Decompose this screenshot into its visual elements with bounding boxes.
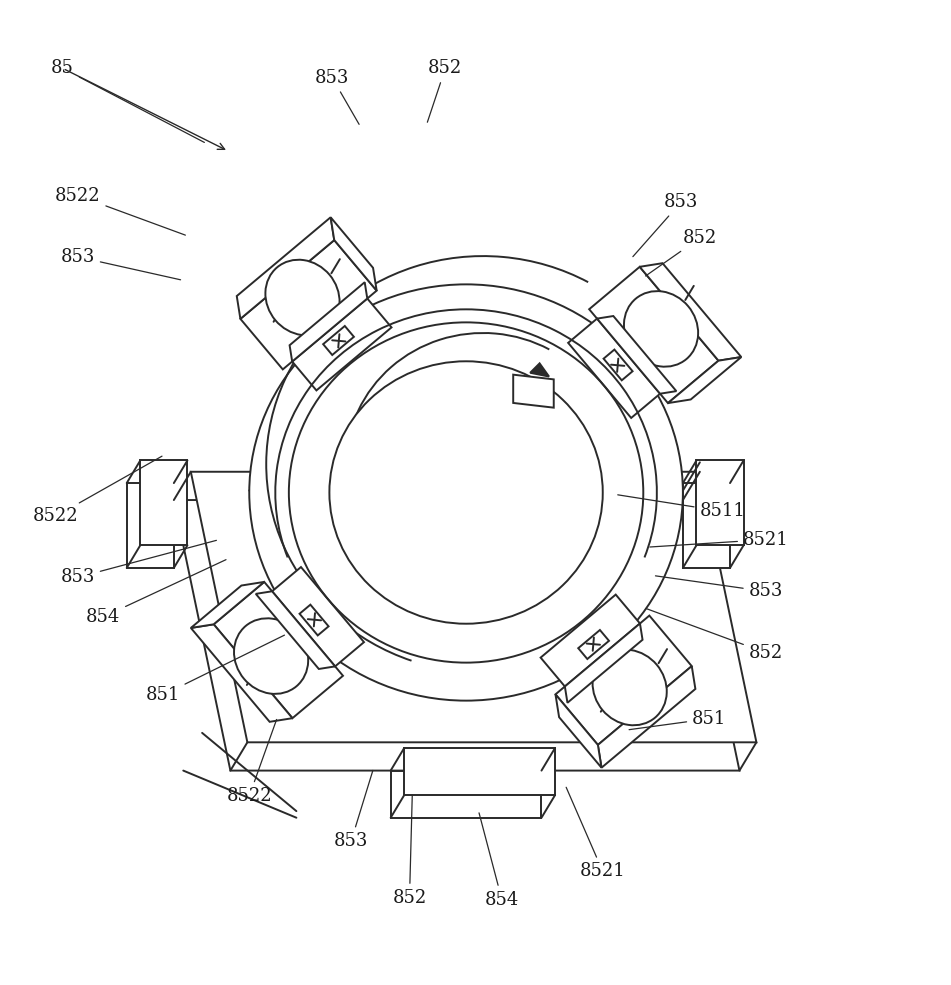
- Text: 852: 852: [646, 609, 783, 662]
- Polygon shape: [530, 363, 549, 376]
- Polygon shape: [331, 218, 377, 291]
- Polygon shape: [290, 283, 367, 361]
- Text: 854: 854: [86, 559, 226, 625]
- Polygon shape: [214, 582, 343, 718]
- Polygon shape: [174, 500, 740, 770]
- Polygon shape: [272, 567, 364, 667]
- Polygon shape: [191, 624, 292, 722]
- Text: 851: 851: [146, 635, 284, 704]
- Text: 8521: 8521: [650, 531, 788, 549]
- Polygon shape: [300, 605, 329, 635]
- Polygon shape: [568, 318, 660, 418]
- Polygon shape: [590, 267, 719, 403]
- Polygon shape: [540, 595, 640, 687]
- Text: 853: 853: [632, 193, 698, 257]
- Text: 853: 853: [655, 576, 783, 601]
- Text: 8522: 8522: [33, 456, 162, 525]
- Polygon shape: [404, 748, 555, 795]
- Polygon shape: [555, 616, 691, 745]
- Ellipse shape: [265, 260, 340, 335]
- Ellipse shape: [624, 292, 698, 366]
- Text: 85: 85: [51, 59, 204, 143]
- Ellipse shape: [249, 285, 683, 700]
- Text: 8511: 8511: [618, 494, 746, 520]
- Text: 853: 853: [334, 770, 373, 850]
- Polygon shape: [598, 666, 695, 767]
- Polygon shape: [555, 694, 602, 767]
- Polygon shape: [256, 591, 335, 669]
- Ellipse shape: [592, 650, 667, 725]
- Text: 853: 853: [61, 248, 181, 280]
- Polygon shape: [514, 374, 553, 408]
- Polygon shape: [597, 316, 676, 394]
- Text: 854: 854: [479, 813, 519, 909]
- Polygon shape: [683, 483, 730, 568]
- Polygon shape: [604, 350, 632, 380]
- Text: 852: 852: [393, 795, 427, 907]
- Polygon shape: [292, 298, 392, 390]
- Text: 8522: 8522: [226, 719, 277, 805]
- Text: 853: 853: [315, 69, 359, 124]
- Polygon shape: [565, 624, 643, 702]
- Polygon shape: [668, 357, 741, 403]
- Polygon shape: [323, 326, 354, 355]
- Polygon shape: [141, 460, 187, 546]
- Polygon shape: [640, 263, 741, 361]
- Text: 8521: 8521: [566, 787, 626, 881]
- Polygon shape: [126, 483, 174, 568]
- Text: 8522: 8522: [55, 186, 185, 235]
- Polygon shape: [241, 240, 377, 369]
- Text: 852: 852: [427, 59, 462, 122]
- Text: 851: 851: [629, 710, 727, 730]
- Ellipse shape: [234, 619, 308, 693]
- Text: 853: 853: [61, 541, 217, 586]
- Polygon shape: [191, 582, 264, 628]
- Polygon shape: [391, 770, 541, 818]
- Polygon shape: [578, 630, 609, 659]
- Ellipse shape: [329, 361, 603, 624]
- Text: 852: 852: [646, 229, 717, 276]
- Polygon shape: [191, 472, 756, 743]
- Polygon shape: [237, 218, 334, 319]
- Polygon shape: [696, 460, 744, 546]
